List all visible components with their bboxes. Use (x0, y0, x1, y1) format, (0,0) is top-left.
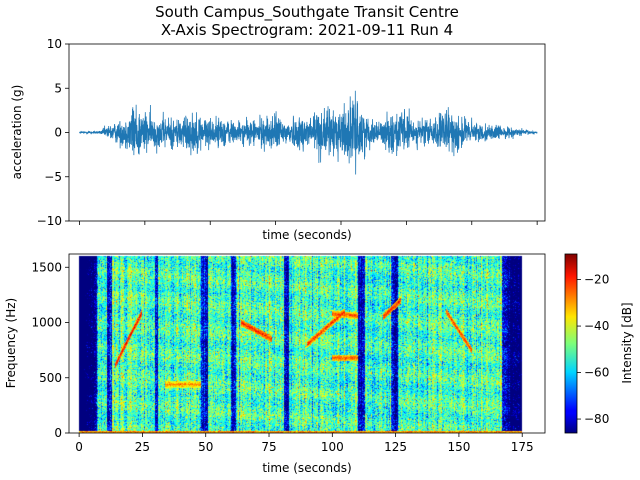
spectrogram-image (69, 254, 545, 433)
spectrogram-panel: 0 25 50 75 100 125 150 175 0 500 1000 1500 time (se… (4, 253, 546, 475)
chart-title: South Campus_Southgate Transit Centre (155, 3, 459, 22)
acceleration-ticks: −10 −5 0 5 10 (37, 37, 538, 228)
colorbar-ticks: −80 −60 −40 −20 (577, 273, 609, 426)
acceleration-x-label: time (seconds) (262, 228, 351, 242)
spectrogram-y-tick-label: 1500 (31, 260, 62, 274)
acceleration-axes-frame (68, 43, 546, 222)
spectrogram-y-label: Frequency (Hz) (4, 298, 18, 389)
spectrogram-x-tick-label: 50 (198, 440, 213, 454)
acceleration-y-tick-label: −10 (37, 214, 62, 228)
spectrogram-y-tick-label: 500 (39, 371, 62, 385)
colorbar-label: Intensity [dB] (620, 302, 634, 383)
spectrogram-y-tick-label: 0 (54, 426, 62, 440)
acceleration-panel: −10 −5 0 5 10 time (seconds) acceleration (g… (10, 37, 546, 242)
spectrogram-x-label: time (seconds) (262, 461, 351, 475)
spectrogram-x-tick-label: 75 (261, 440, 276, 454)
colorbar-tick-label: −60 (584, 366, 609, 380)
acceleration-y-tick-label: 0 (54, 126, 62, 140)
chart-subtitle: X-Axis Spectrogram: 2021-09-11 Run 4 (161, 21, 453, 39)
spectrogram-x-tick-label: 100 (321, 440, 344, 454)
spectrogram-axes-frame (68, 253, 546, 434)
acceleration-waveform (79, 90, 538, 175)
colorbar-tick-label: −20 (584, 273, 609, 287)
acceleration-y-tick-label: −5 (44, 170, 62, 184)
spectrogram-ticks: 0 25 50 75 100 125 150 175 0 500 1000 1500 (31, 260, 533, 454)
spectrogram-x-tick-label: 0 (75, 440, 83, 454)
spectrogram-y-tick-label: 1000 (31, 316, 62, 330)
colorbar-tick-label: −80 (584, 412, 609, 426)
spectrogram-x-tick-label: 175 (511, 440, 534, 454)
colorbar: −80 −60 −40 −20 Intensity [dB] (564, 253, 634, 434)
acceleration-y-tick-label: 5 (54, 81, 62, 95)
spectrogram-x-tick-label: 25 (135, 440, 150, 454)
colorbar-gradient (564, 253, 578, 434)
spectrogram-x-tick-label: 125 (384, 440, 407, 454)
colorbar-tick-label: −40 (584, 319, 609, 333)
spectrogram-x-tick-label: 150 (447, 440, 470, 454)
acceleration-y-tick-label: 10 (47, 37, 62, 51)
acceleration-y-label: acceleration (g) (10, 85, 24, 180)
